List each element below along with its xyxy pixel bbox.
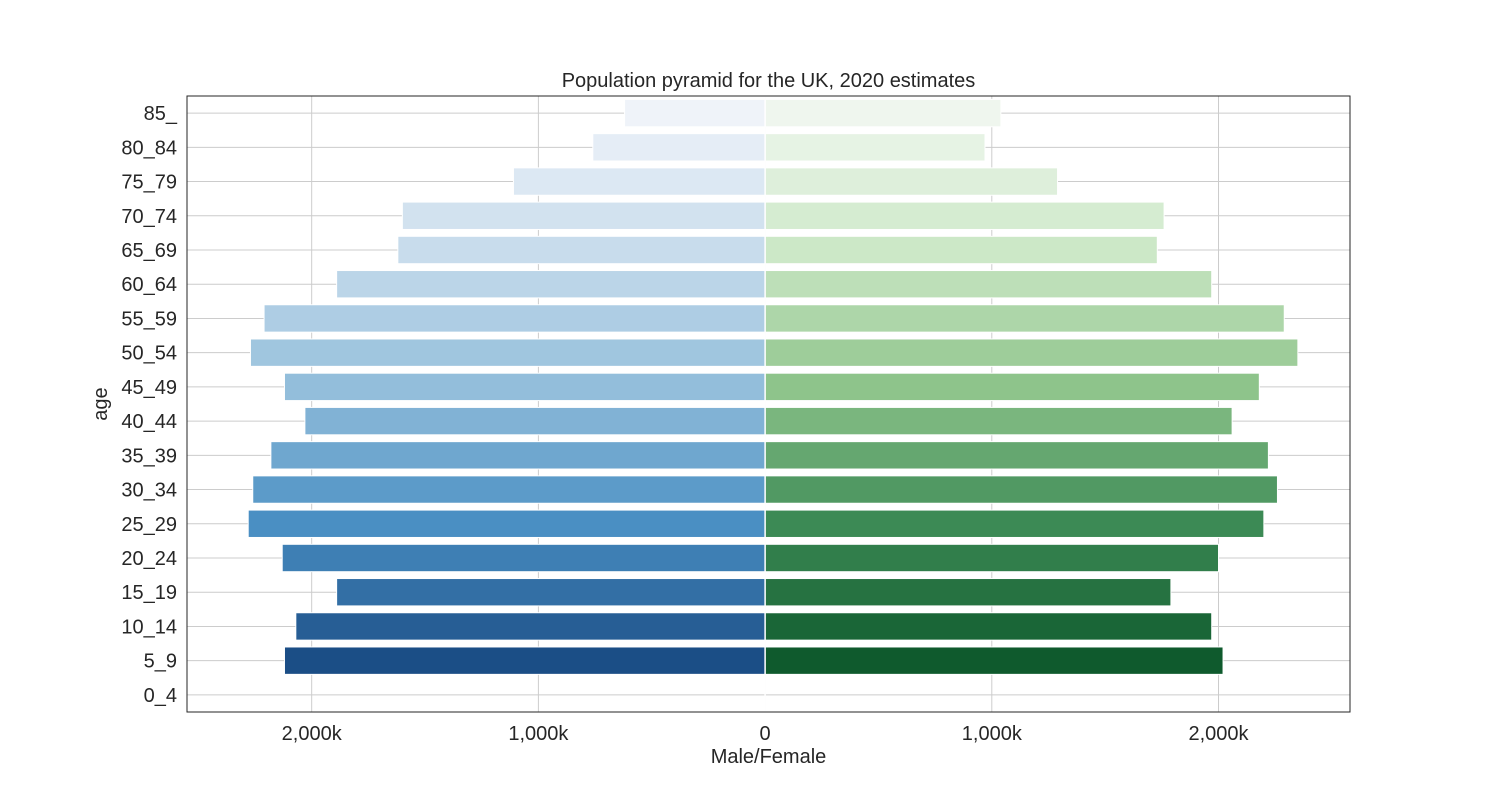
bar-female-10_14 (764, 612, 1213, 641)
x-axis-label: Male/Female (711, 746, 827, 768)
x-tick-label: 0 (760, 723, 771, 745)
bar-male-60_64 (336, 270, 766, 299)
bar-female-25_29 (764, 509, 1265, 538)
bar-male-80_84 (592, 133, 766, 162)
chart-title: Population pyramid for the UK, 2020 esti… (562, 70, 976, 92)
bar-male-75_79 (512, 167, 766, 196)
bar-male-50_54 (249, 338, 766, 367)
bars (247, 98, 1299, 675)
y-tick-label: 50_54 (121, 343, 177, 365)
bar-female-20_24 (764, 543, 1220, 573)
bar-female-5_9 (764, 646, 1224, 675)
x-tick-label: 1,000k (962, 723, 1023, 745)
bar-female-30_34 (764, 475, 1278, 504)
y-tick-label: 70_74 (121, 206, 177, 228)
bar-female-70_74 (764, 201, 1165, 230)
y-tick-label: 85_ (144, 103, 178, 125)
y-tick-label: 60_64 (121, 274, 177, 296)
x-tick-labels: 2,000k 1,000k 0 1,000k 2,000k (282, 723, 1250, 745)
bar-male-40_44 (304, 406, 766, 436)
y-tick-label: 20_24 (121, 548, 177, 570)
bar-male-65_69 (397, 235, 766, 265)
y-tick-label: 30_34 (121, 480, 177, 502)
plot-frame (186, 95, 1351, 713)
y-tick-label: 5_9 (144, 651, 177, 673)
bar-female-65_69 (764, 235, 1158, 265)
bar-male-5_9 (283, 646, 766, 675)
y-tick-label: 65_69 (121, 240, 177, 262)
x-tick-label: 2,000k (1188, 723, 1249, 745)
bar-male-70_74 (401, 201, 766, 230)
bar-male-15_19 (336, 578, 766, 607)
bar-female-15_19 (764, 578, 1172, 607)
y-tick-label: 10_14 (121, 616, 177, 638)
y-axis-label: age (90, 387, 112, 420)
y-tick-label: 55_59 (121, 308, 177, 330)
bar-female-85_ (764, 98, 1002, 128)
bar-male-10_14 (295, 612, 766, 641)
bar-female-80_84 (764, 133, 986, 162)
y-tick-label: 75_79 (121, 172, 177, 194)
y-tick-labels: 0_4 5_9 10_14 15_19 20_24 25_29 30_34 35_39 40_4… (121, 103, 177, 707)
bar-female-50_54 (764, 338, 1299, 367)
x-tick-label: 1,000k (508, 723, 569, 745)
y-tick-label: 40_44 (121, 411, 177, 433)
bar-male-30_34 (252, 475, 766, 504)
bar-male-85_ (624, 98, 766, 128)
bar-female-40_44 (764, 406, 1233, 436)
bar-male-25_29 (247, 509, 766, 538)
bar-female-35_39 (764, 441, 1269, 470)
x-tick-label: 2,000k (282, 723, 343, 745)
bar-female-55_59 (764, 304, 1285, 333)
y-tick-label: 25_29 (121, 514, 177, 536)
y-tick-label: 35_39 (121, 445, 177, 467)
bar-female-45_49 (764, 372, 1260, 402)
bar-female-75_79 (764, 167, 1059, 196)
y-tick-label: 0_4 (144, 685, 177, 707)
bar-male-45_49 (283, 372, 766, 402)
y-tick-label: 80_84 (121, 137, 177, 159)
bar-male-55_59 (263, 304, 766, 333)
bar-male-20_24 (281, 543, 766, 573)
y-tick-label: 15_19 (121, 582, 177, 604)
y-tick-label: 45_49 (121, 377, 177, 399)
bar-male-35_39 (270, 441, 766, 470)
bar-female-60_64 (764, 270, 1213, 299)
